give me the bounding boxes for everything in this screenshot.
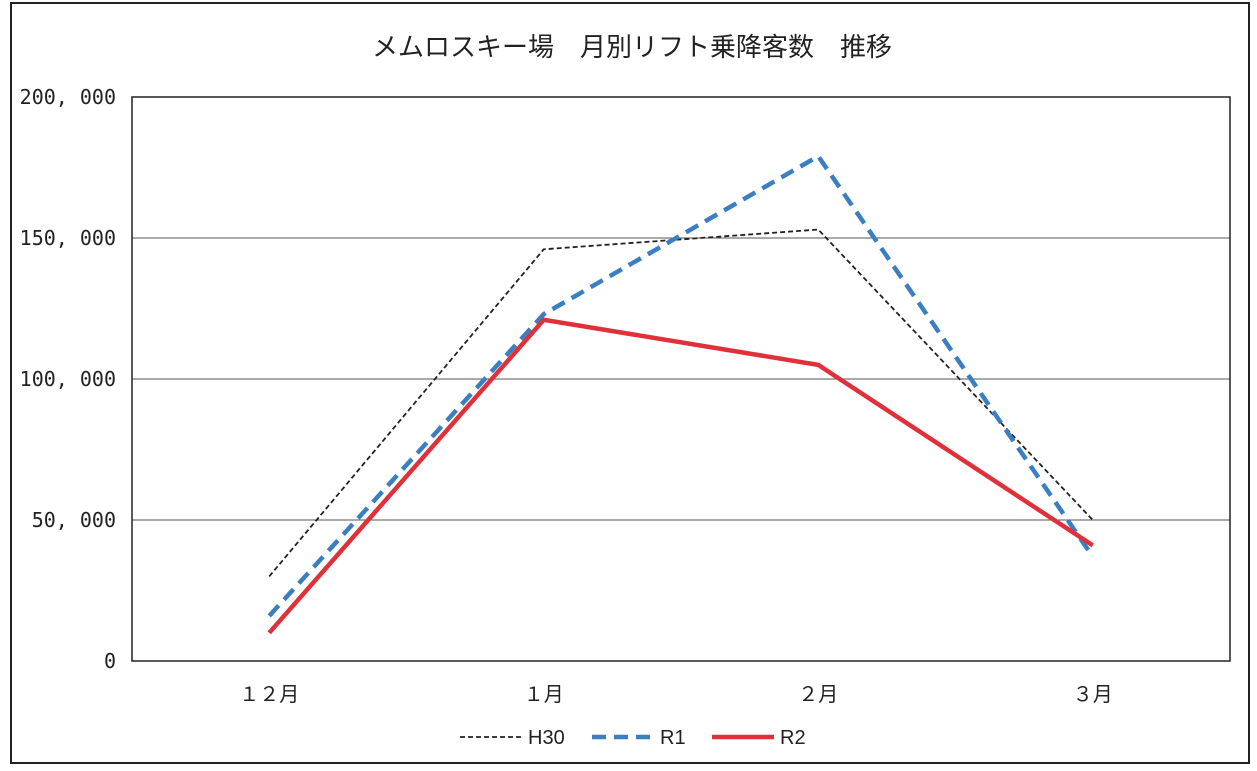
x-axis-ticks: １２月 １月 ２月 ３月: [239, 682, 1113, 706]
series-line-r1: [267, 153, 1095, 618]
y-tick-label: 50, 000: [32, 508, 116, 532]
x-tick-label: ２月: [798, 682, 838, 706]
legend-label-r2: R2: [780, 727, 806, 749]
legend: H30 R1 R2: [460, 727, 806, 749]
chart-container: メムロスキー場 月別リフト乗降客数 推移 0 50, 000 100, 000 150…: [10, 2, 1250, 764]
legend-label-r1: R1: [660, 727, 686, 749]
y-tick-label: 0: [104, 649, 116, 673]
x-tick-label: １月: [524, 682, 564, 706]
series-line-r2: [267, 317, 1094, 635]
legend-label-h30: H30: [528, 727, 565, 749]
series-lines: [267, 153, 1095, 635]
x-tick-label: ３月: [1073, 682, 1113, 706]
y-tick-label: 150, 000: [20, 226, 116, 250]
grid-lines: [132, 237, 1230, 521]
y-tick-label: 100, 000: [20, 367, 116, 391]
line-chart: メムロスキー場 月別リフト乗降客数 推移 0 50, 000 100, 000 150…: [20, 33, 1231, 749]
plot-area: [131, 96, 1231, 662]
series-line-h30: [268, 228, 1094, 577]
y-axis-ticks: 0 50, 000 100, 000 150, 000 200, 000: [20, 85, 116, 673]
chart-title: メムロスキー場 月別リフト乗降客数 推移: [372, 33, 892, 63]
y-tick-label: 200, 000: [20, 85, 116, 109]
x-tick-label: １２月: [239, 682, 299, 706]
